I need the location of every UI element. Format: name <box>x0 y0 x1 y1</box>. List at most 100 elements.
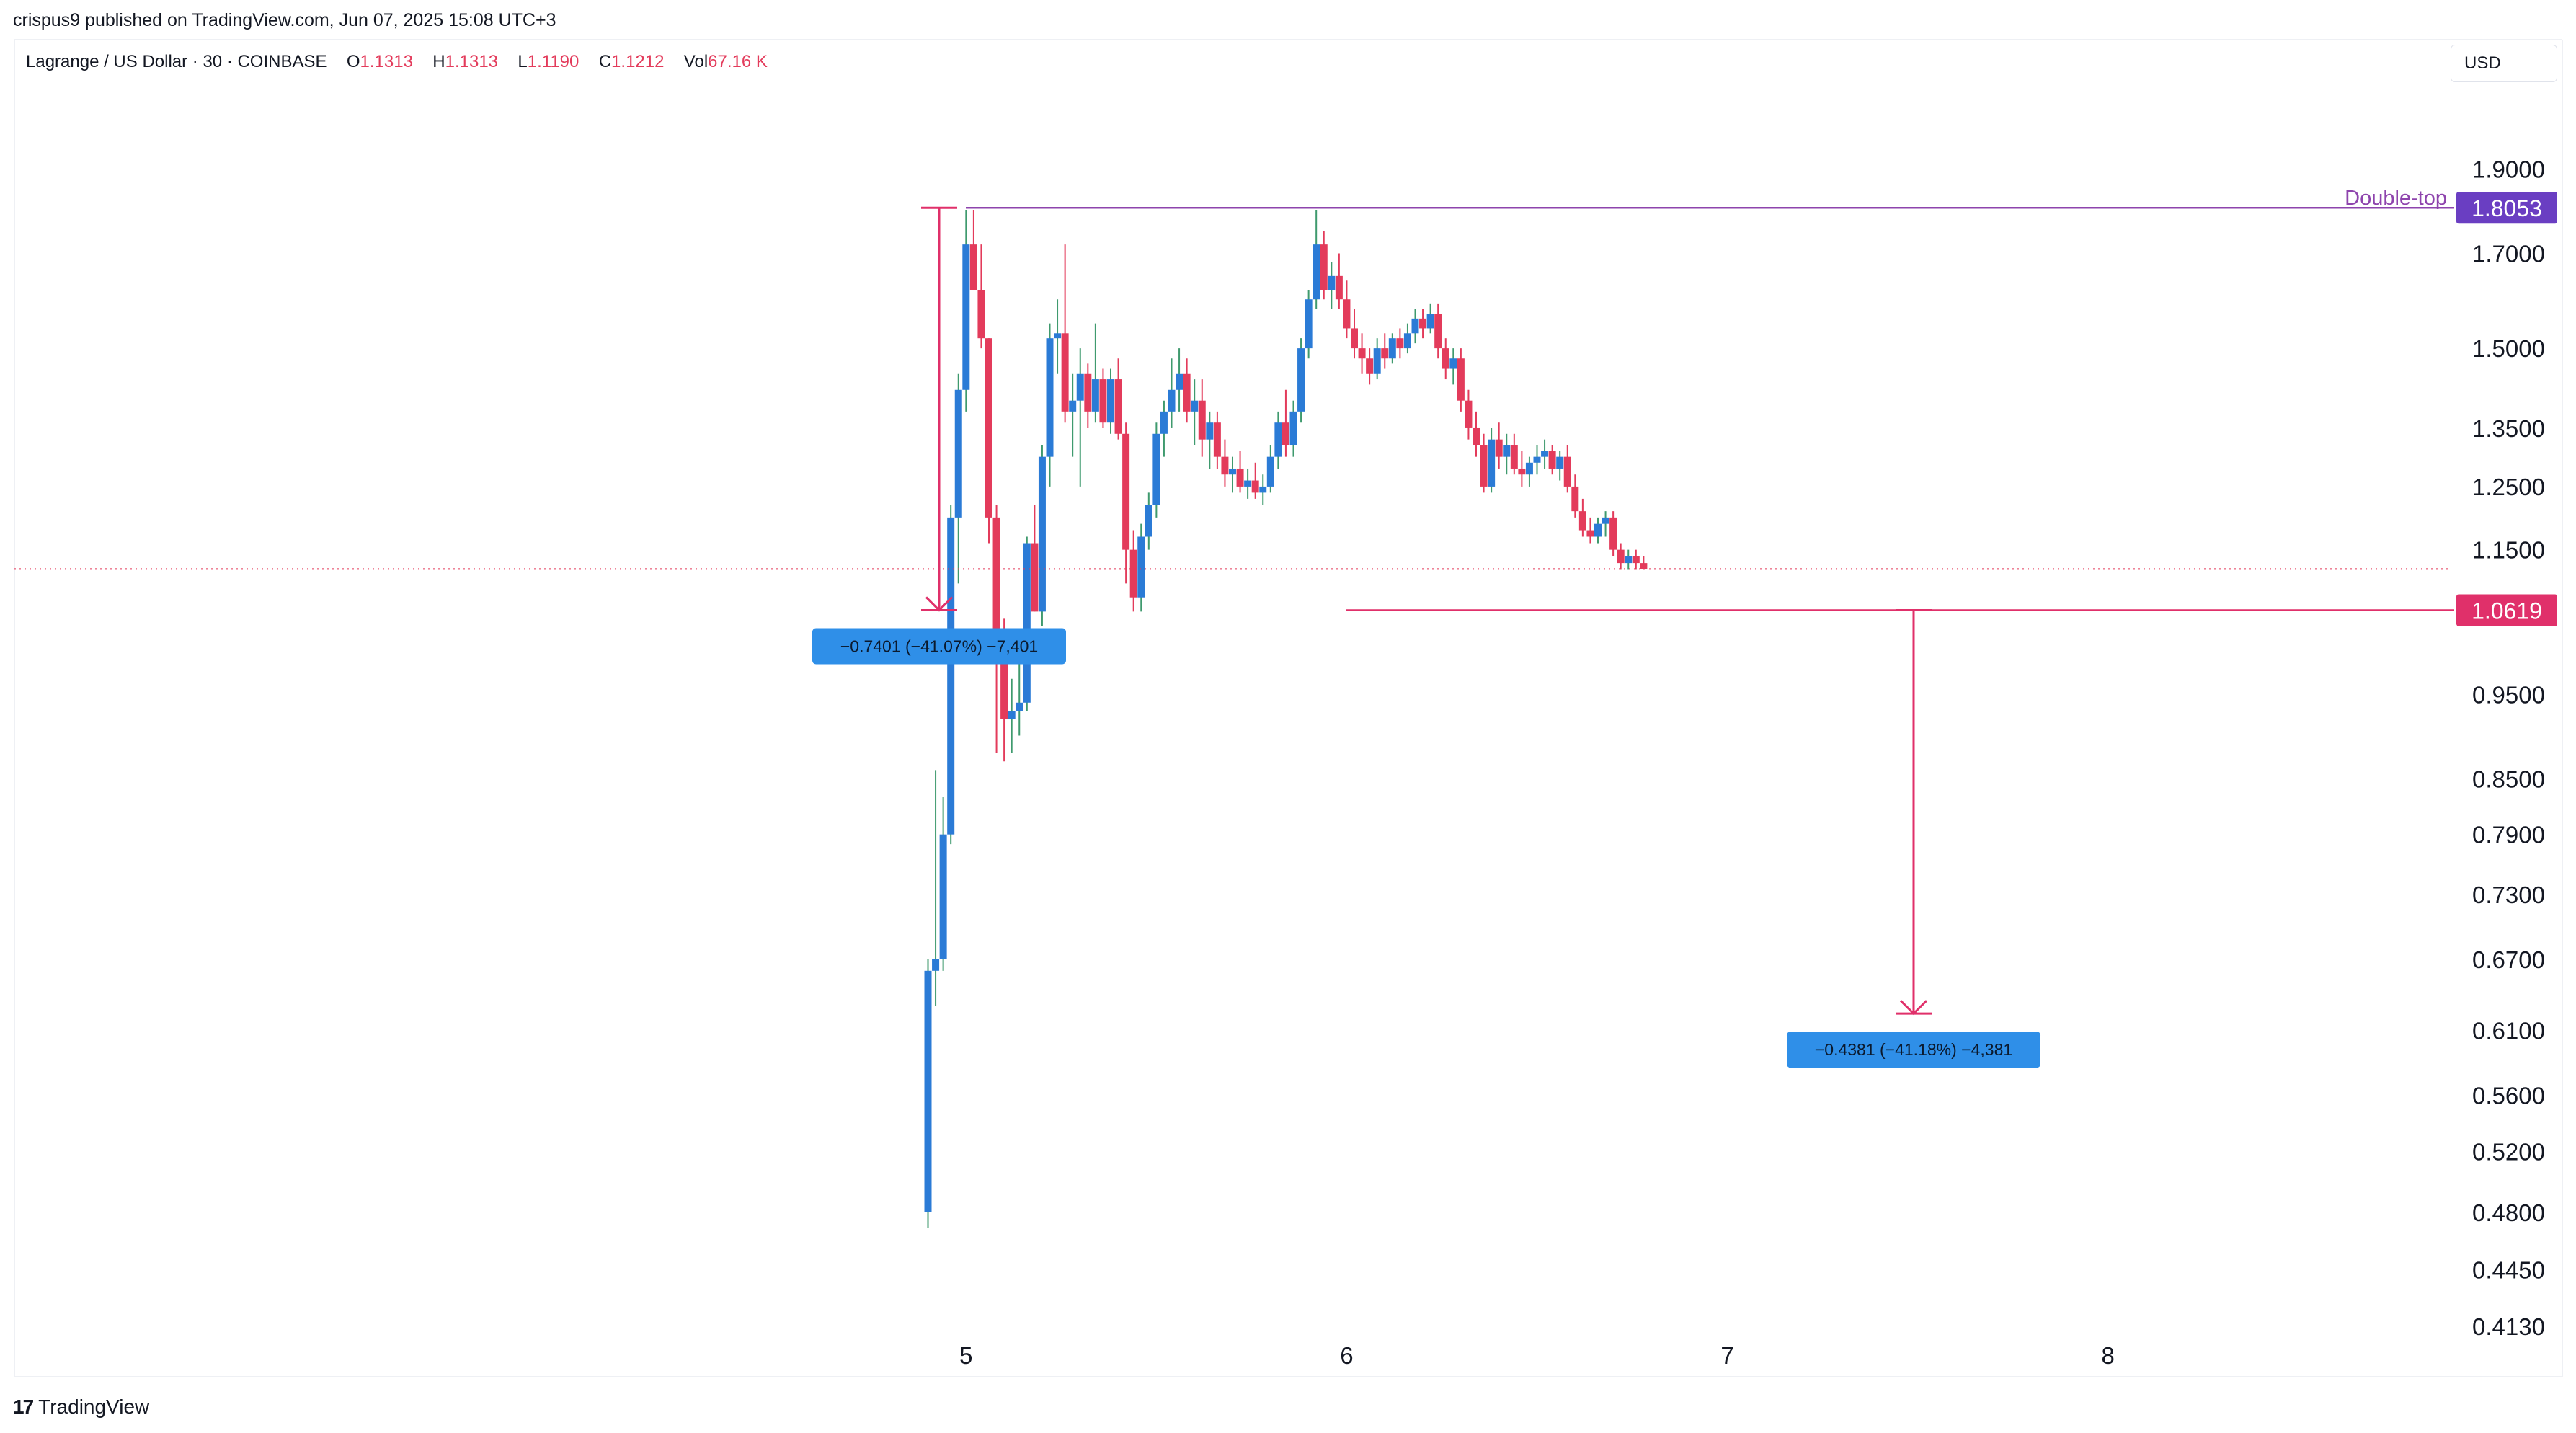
candle-body <box>1358 348 1366 359</box>
candle-body <box>1160 411 1168 434</box>
candle-body <box>1525 462 1533 475</box>
tradingview-logo[interactable]: 17 TradingView <box>13 1396 149 1419</box>
candle-body <box>1617 549 1625 564</box>
candle-body <box>1602 517 1609 524</box>
candle-body <box>1495 439 1503 457</box>
y-tick-label: 0.9500 <box>2472 682 2545 709</box>
candle-body <box>1251 480 1259 493</box>
y-tick-label: 1.3500 <box>2472 415 2545 442</box>
high-label: H <box>432 52 445 71</box>
candle-body <box>954 389 962 518</box>
candle-body <box>985 338 992 518</box>
candle-body <box>1503 445 1511 457</box>
candle-body <box>1571 486 1579 512</box>
measure-left-label-bg <box>812 628 1066 665</box>
candle-body <box>1046 338 1054 457</box>
candle-body <box>947 517 955 835</box>
candle-body <box>1137 536 1145 598</box>
candle-body <box>1031 543 1039 612</box>
candle-body <box>1403 333 1411 349</box>
candle-body <box>1266 456 1274 487</box>
y-tick-label: 0.5200 <box>2472 1139 2545 1166</box>
candle-body <box>1449 358 1457 369</box>
candle-body <box>1488 439 1496 487</box>
candle-body <box>1586 530 1594 537</box>
candle-body <box>1381 348 1389 359</box>
open-value: 1.1313 <box>360 52 413 71</box>
candle-body <box>1351 328 1358 349</box>
y-tick-label: 0.4130 <box>2472 1313 2545 1340</box>
candle-body <box>924 970 932 1212</box>
candle-body <box>1236 468 1244 487</box>
y-tick-label: 0.7900 <box>2472 822 2545 848</box>
open-label: O <box>346 52 360 71</box>
currency-button[interactable]: USD <box>2451 45 2557 82</box>
candle-body <box>1578 511 1586 531</box>
drawing-layer[interactable] <box>14 206 2454 1016</box>
volume-value: 67.16 K <box>708 52 768 71</box>
y-tick-label: 0.5600 <box>2472 1083 2545 1109</box>
candle-body <box>1176 373 1183 390</box>
close-label: C <box>598 52 612 71</box>
symbol-title[interactable]: Lagrange / US Dollar · 30 · COINBASE <box>26 52 327 71</box>
x-tick-label: 8 <box>2102 1342 2115 1369</box>
candle-body <box>1518 468 1526 475</box>
candle-body <box>1008 711 1016 719</box>
candle-body <box>1198 400 1206 440</box>
candle-body <box>1016 702 1023 711</box>
low-label: L <box>518 52 528 71</box>
y-tick-label: 0.7300 <box>2472 882 2545 908</box>
candle-body <box>1548 451 1556 469</box>
publish-info: crispus9 published on TradingView.com, J… <box>13 10 556 30</box>
price-axis[interactable]: 1.9000 1.7000 1.5000 1.3500 1.2500 1.1500 0.95… <box>2472 156 2545 1340</box>
candle-body <box>1335 275 1343 300</box>
time-axis[interactable]: 5 6 7 8 <box>959 1342 2115 1369</box>
candle-body <box>1023 543 1031 703</box>
grid-layer <box>14 39 2563 1377</box>
candle-body <box>1084 373 1092 412</box>
candle-body <box>1625 556 1633 564</box>
candle-body <box>1541 451 1549 457</box>
candle-body <box>1076 373 1084 401</box>
y-tick-label: 0.6700 <box>2472 946 2545 973</box>
measure-right-label: −0.4381 (−41.18%) −4,381 <box>1815 1040 2012 1059</box>
candle-body <box>1594 523 1602 537</box>
candle-body <box>1145 505 1152 537</box>
support-price-tag <box>2456 594 2557 626</box>
tradingview-logo-icon: 17 <box>13 1396 34 1418</box>
candle-body <box>1465 400 1473 428</box>
y-tick-label: 1.5000 <box>2472 335 2545 362</box>
candle-body <box>1320 244 1328 290</box>
low-value: 1.1190 <box>527 52 579 71</box>
measure-right-label-bg <box>1787 1032 2040 1068</box>
candle-body <box>1069 400 1077 412</box>
candle-body <box>1396 338 1404 349</box>
x-tick-label: 6 <box>1340 1342 1353 1369</box>
candle-body <box>1274 422 1282 457</box>
candle-body <box>1510 445 1518 469</box>
candle-body <box>1480 445 1488 487</box>
y-tick-label: 0.4450 <box>2472 1256 2545 1283</box>
candle-body <box>1054 333 1062 339</box>
candle-body <box>932 959 940 971</box>
candle-body <box>1426 314 1434 329</box>
candle-body <box>1328 275 1336 290</box>
tradingview-brand: TradingView <box>38 1396 150 1418</box>
candle-body <box>1313 244 1320 300</box>
candle-body <box>1191 400 1199 412</box>
candle-body <box>1563 456 1571 487</box>
x-tick-label: 5 <box>959 1342 972 1369</box>
measure-left-label: −0.7401 (−41.07%) −7,401 <box>840 636 1038 655</box>
candle-body <box>1000 633 1008 719</box>
candle-body <box>977 290 985 339</box>
annotation-labels[interactable]: Double-top 1.8053 1.0619 −0.7401 (−41.07%) … <box>812 187 2557 1068</box>
candle-body <box>1107 379 1114 423</box>
candle-body <box>1221 456 1229 475</box>
candle-body <box>1229 468 1236 475</box>
candle-body <box>1183 373 1191 412</box>
y-tick-label: 1.1500 <box>2472 537 2545 564</box>
candle-body <box>1305 299 1313 349</box>
candle-body <box>1457 358 1465 401</box>
candle-body <box>1373 348 1381 374</box>
